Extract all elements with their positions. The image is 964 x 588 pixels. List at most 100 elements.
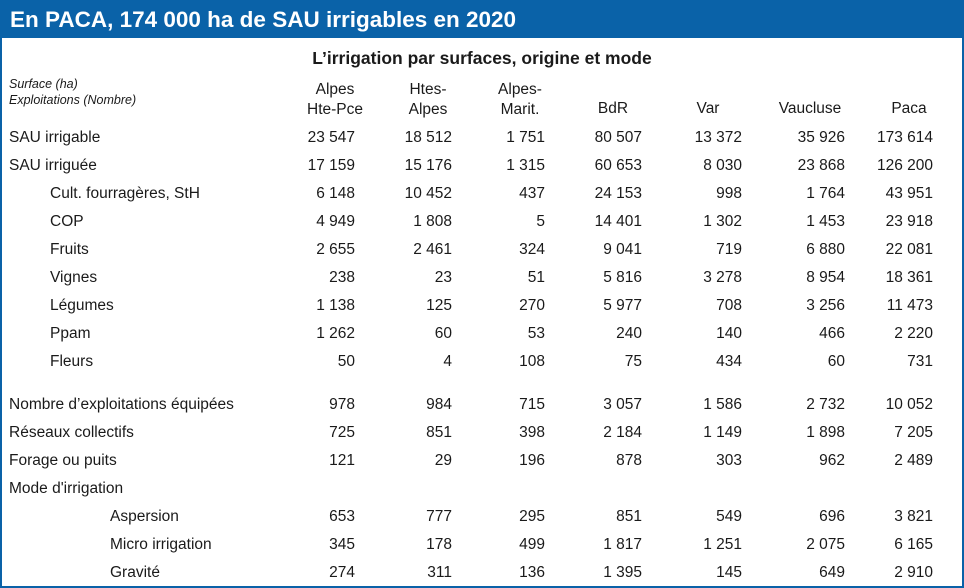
table-cell: 8 030 bbox=[703, 157, 742, 174]
table-cell: 24 153 bbox=[594, 185, 642, 202]
table-cell: 6 165 bbox=[894, 536, 933, 553]
table-cell: 1 898 bbox=[806, 424, 845, 441]
table-row: Micro irrigation 345 178 499 1 817 1 251 2 075… bbox=[2, 535, 962, 555]
table-cell: 13 372 bbox=[694, 129, 742, 146]
column-header-line: Vaucluse bbox=[778, 100, 842, 117]
row-label: Vignes bbox=[50, 269, 98, 286]
table-cell: 3 057 bbox=[603, 396, 642, 413]
row-label: Nombre d’exploitations équipées bbox=[9, 396, 234, 413]
table-cell: 324 bbox=[519, 241, 545, 258]
column-header-line: Var bbox=[696, 100, 720, 117]
table-row: Légumes 1 138 125 270 5 977 708 3 256 11 473 bbox=[2, 296, 962, 316]
table-cell: 178 bbox=[426, 536, 452, 553]
table-cell: 2 732 bbox=[806, 396, 845, 413]
table-cell: 4 949 bbox=[316, 213, 355, 230]
column-header-line: Alpes bbox=[315, 81, 355, 98]
table-cell: 23 547 bbox=[307, 129, 355, 146]
table-cell: 8 954 bbox=[806, 269, 845, 286]
column-header-line: Paca bbox=[891, 100, 927, 117]
table-cell: 50 bbox=[337, 353, 355, 370]
table-cell: 5 816 bbox=[603, 269, 642, 286]
table-cell: 1 315 bbox=[506, 157, 545, 174]
table-row: COP 4 949 1 808 5 14 401 1 302 1 453 23 918 bbox=[2, 212, 962, 232]
table-cell: 437 bbox=[519, 185, 545, 202]
unit-line: Surface (ha) bbox=[9, 77, 78, 91]
column-header-line: Alpes- bbox=[498, 81, 542, 98]
column-header: Var bbox=[658, 99, 758, 119]
table-title: L’irrigation par surfaces, origine et mo… bbox=[312, 48, 652, 68]
table-cell: 851 bbox=[616, 508, 642, 525]
column-header: Vaucluse bbox=[760, 99, 860, 119]
table-cell: 777 bbox=[426, 508, 452, 525]
row-label: Réseaux collectifs bbox=[9, 424, 134, 441]
table-cell: 719 bbox=[716, 241, 742, 258]
column-header-line: Alpes bbox=[408, 101, 448, 118]
row-label: Gravité bbox=[110, 564, 160, 581]
row-label: Mode d'irrigation bbox=[9, 480, 124, 497]
table-cell: 145 bbox=[716, 564, 742, 581]
table-cell: 53 bbox=[527, 325, 545, 342]
table-cell: 1 395 bbox=[603, 564, 642, 581]
column-header: Alpes Hte-Pce bbox=[285, 80, 385, 120]
table-cell: 23 918 bbox=[885, 213, 933, 230]
table-cell: 715 bbox=[519, 396, 545, 413]
row-label: Aspersion bbox=[110, 508, 179, 525]
table-cell: 10 052 bbox=[885, 396, 933, 413]
table-cell: 51 bbox=[527, 269, 545, 286]
table-row: Cult. fourragères, StH 6 148 10 452 437 24 1… bbox=[2, 184, 962, 204]
table-cell: 5 977 bbox=[603, 297, 642, 314]
table-cell: 2 461 bbox=[413, 241, 452, 258]
row-label: COP bbox=[50, 213, 84, 230]
table-cell: 1 149 bbox=[703, 424, 742, 441]
table-cell: 126 200 bbox=[876, 157, 933, 174]
table-cell: 75 bbox=[624, 353, 642, 370]
table-cell: 878 bbox=[616, 452, 642, 469]
table-cell: 2 489 bbox=[894, 452, 933, 469]
table-cell: 2 910 bbox=[894, 564, 933, 581]
table-cell: 1 453 bbox=[806, 213, 845, 230]
column-header-line: Htes- bbox=[409, 81, 447, 98]
table-cell: 1 751 bbox=[506, 129, 545, 146]
table-cell: 1 262 bbox=[316, 325, 355, 342]
table-cell: 1 817 bbox=[603, 536, 642, 553]
row-label: Forage ou puits bbox=[9, 452, 117, 469]
table-cell: 60 653 bbox=[594, 157, 642, 174]
table-cell: 2 220 bbox=[894, 325, 933, 342]
table-cell: 121 bbox=[329, 452, 355, 469]
table-row: Aspersion 653 777 295 851 549 696 3 821 bbox=[2, 507, 962, 527]
table-cell: 1 586 bbox=[703, 396, 742, 413]
table-row: Nombre d’exploitations équipées 978 984 715… bbox=[2, 395, 962, 415]
row-label: Micro irrigation bbox=[110, 536, 212, 553]
table-cell: 398 bbox=[519, 424, 545, 441]
table-cell: 549 bbox=[716, 508, 742, 525]
table-cell: 3 256 bbox=[806, 297, 845, 314]
table-cell: 851 bbox=[426, 424, 452, 441]
table-cell: 60 bbox=[434, 325, 452, 342]
table-row: Vignes 238 23 51 5 816 3 278 8 954 18 361 bbox=[2, 268, 962, 288]
table-cell: 499 bbox=[519, 536, 545, 553]
table-row: Fruits 2 655 2 461 324 9 041 719 6 880 22 081 bbox=[2, 240, 962, 260]
table-cell: 29 bbox=[434, 452, 452, 469]
table-cell: 35 926 bbox=[797, 129, 845, 146]
row-label: Légumes bbox=[50, 297, 114, 314]
table-cell: 125 bbox=[426, 297, 452, 314]
column-header-line: Hte-Pce bbox=[307, 101, 363, 118]
table-cell: 1 302 bbox=[703, 213, 742, 230]
table-cell: 1 138 bbox=[316, 297, 355, 314]
table-cell: 434 bbox=[716, 353, 742, 370]
table-cell: 6 880 bbox=[806, 241, 845, 258]
table-row: SAU irrigable 23 547 18 512 1 751 80 507 13 3… bbox=[2, 128, 962, 148]
table-cell: 6 148 bbox=[316, 185, 355, 202]
table-cell: 18 512 bbox=[404, 129, 452, 146]
table-cell: 43 951 bbox=[885, 185, 933, 202]
table-cell: 295 bbox=[519, 508, 545, 525]
table-row: Réseaux collectifs 725 851 398 2 184 1 149 1 8… bbox=[2, 423, 962, 443]
table-row: Forage ou puits 121 29 196 878 303 962 2 489 bbox=[2, 451, 962, 471]
table-cell: 14 401 bbox=[594, 213, 642, 230]
table-cell: 10 452 bbox=[404, 185, 452, 202]
table-cell: 2 184 bbox=[603, 424, 642, 441]
row-label: SAU irriguée bbox=[9, 157, 97, 174]
table-row: Ppam 1 262 60 53 240 140 466 2 220 bbox=[2, 324, 962, 344]
table-cell: 23 868 bbox=[797, 157, 845, 174]
